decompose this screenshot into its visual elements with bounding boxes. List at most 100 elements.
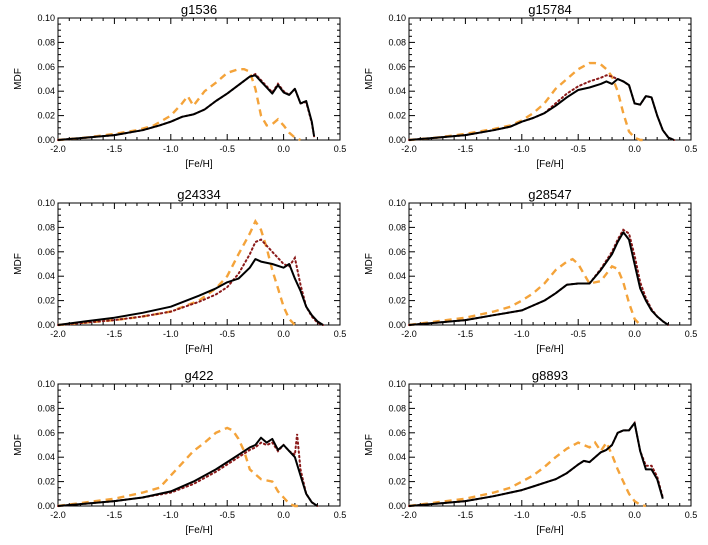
x-tick-label: -1.0 <box>163 144 179 154</box>
y-tick-label: 0.10 <box>388 379 406 389</box>
x-tick-label: -1.5 <box>107 510 123 520</box>
panel-title: g422 <box>185 368 214 383</box>
y-tick-label: 0.00 <box>388 135 406 145</box>
y-tick-label: 0.06 <box>37 428 55 438</box>
x-tick-label: 0.5 <box>685 144 698 154</box>
panel-title: g28547 <box>528 187 571 202</box>
x-tick-label: -1.5 <box>107 144 123 154</box>
x-tick-label: 0.0 <box>277 510 290 520</box>
x-tick-label: -1.5 <box>107 329 123 339</box>
series-line-dashed <box>57 426 301 508</box>
x-tick-label: -1.5 <box>458 144 474 154</box>
x-tick-label: -1.0 <box>514 329 530 339</box>
x-tick-label: -0.5 <box>219 510 235 520</box>
series-line-dotted <box>408 420 664 507</box>
x-tick-label: -2.0 <box>401 329 417 339</box>
series-line-solid <box>57 258 324 326</box>
chart-panel-5: g422 -2.0 -1.5 -1.0 -0.5 0.0 0.5 0.00 0.02 0.04 0.… <box>13 368 346 536</box>
series-line-solid <box>408 78 675 141</box>
x-tick-label: -1.0 <box>514 510 530 520</box>
x-tick-label: -2.0 <box>50 510 66 520</box>
y-tick-label: 0.08 <box>37 222 55 232</box>
y-tick-label: 0.08 <box>37 37 55 47</box>
plot-frame <box>57 202 341 326</box>
x-tick-label: -2.0 <box>50 329 66 339</box>
x-tick-label: 0.0 <box>277 144 290 154</box>
x-axis-label: [Fe/H] <box>536 525 563 536</box>
y-tick-label: 0.02 <box>37 111 55 121</box>
chart-panel-1: g1536 -2.0 -1.5 -1.0 -0.5 0.0 0.5 0.00 0.02 0.04 0… <box>13 2 346 170</box>
y-tick-label: 0.00 <box>37 135 55 145</box>
series-line-dashed <box>408 61 646 142</box>
y-tick-label: 0.02 <box>388 111 406 121</box>
x-axis-label: [Fe/H] <box>185 159 212 170</box>
x-tick-label: 0.5 <box>685 510 698 520</box>
x-axis-label: [Fe/H] <box>536 159 563 170</box>
x-tick-label: -0.5 <box>219 144 235 154</box>
series-line-dotted <box>57 72 316 141</box>
y-tick-label: 0.02 <box>388 477 406 487</box>
plot-frame <box>408 17 692 141</box>
y-tick-label: 0.08 <box>388 403 406 413</box>
y-tick-label: 0.06 <box>388 428 406 438</box>
x-tick-label: 0.0 <box>277 329 290 339</box>
series-line-dotted <box>57 433 319 507</box>
x-tick-label: 0.0 <box>628 510 641 520</box>
x-tick-label: -2.0 <box>401 144 417 154</box>
x-tick-label: 0.5 <box>334 510 347 520</box>
panel-title: g1536 <box>181 2 217 17</box>
y-tick-label: 0.00 <box>388 501 406 511</box>
x-axis-label: [Fe/H] <box>536 344 563 355</box>
y-tick-label: 0.08 <box>37 403 55 413</box>
x-tick-label: -1.0 <box>514 144 530 154</box>
x-tick-label: 0.0 <box>628 144 641 154</box>
x-tick-label: -0.5 <box>570 144 586 154</box>
x-tick-label: -2.0 <box>401 510 417 520</box>
x-tick-label: 0.0 <box>628 329 641 339</box>
y-tick-label: 0.06 <box>388 62 406 72</box>
x-tick-label: 0.5 <box>334 144 347 154</box>
y-tick-label: 0.10 <box>388 13 406 23</box>
y-axis-label: MDF <box>364 68 375 90</box>
y-tick-label: 0.06 <box>37 62 55 72</box>
series-line-solid <box>57 74 316 141</box>
series-line-solid <box>57 436 318 507</box>
series-line-dashed <box>408 257 642 327</box>
y-tick-label: 0.00 <box>388 320 406 330</box>
series-line-solid <box>408 422 664 507</box>
x-axis-label: [Fe/H] <box>185 344 212 355</box>
plot-frame <box>408 383 692 507</box>
x-tick-label: -1.0 <box>163 329 179 339</box>
chart-panel-3: g24334 -2.0 -1.5 -1.0 -0.5 0.0 0.5 0.00 0.02 0.04… <box>13 187 346 355</box>
x-tick-label: -1.5 <box>458 329 474 339</box>
x-axis-label: [Fe/H] <box>185 525 212 536</box>
x-tick-label: -1.5 <box>458 510 474 520</box>
panel-title: g24334 <box>177 187 220 202</box>
y-tick-label: 0.04 <box>37 86 55 96</box>
y-tick-label: 0.08 <box>388 222 406 232</box>
series-line-dotted <box>408 74 676 141</box>
x-tick-label: -2.0 <box>50 144 66 154</box>
y-axis-label: MDF <box>364 253 375 275</box>
y-tick-label: 0.04 <box>37 271 55 281</box>
y-tick-label: 0.02 <box>37 477 55 487</box>
series-line-dashed <box>57 67 301 142</box>
x-tick-label: -0.5 <box>570 510 586 520</box>
series-line-dotted <box>57 238 325 326</box>
y-tick-label: 0.10 <box>37 379 55 389</box>
y-tick-label: 0.04 <box>388 86 406 96</box>
x-tick-label: -0.5 <box>570 329 586 339</box>
y-tick-label: 0.08 <box>388 37 406 47</box>
x-tick-label: -0.5 <box>219 329 235 339</box>
y-axis-label: MDF <box>13 434 24 456</box>
y-tick-label: 0.10 <box>388 198 406 208</box>
series-line-dashed <box>57 218 296 327</box>
plot-frame <box>57 17 341 141</box>
chart-panel-6: g8893 -2.0 -1.5 -1.0 -0.5 0.0 0.5 0.00 0.02 0.04 0… <box>364 368 697 536</box>
series-line-solid <box>408 231 669 326</box>
chart-panel-4: g28547 -2.0 -1.5 -1.0 -0.5 0.0 0.5 0.00 0.02 0.04… <box>364 187 697 355</box>
y-tick-label: 0.02 <box>37 296 55 306</box>
panel-title: g15784 <box>528 2 571 17</box>
chart-panel-2: g15784 -2.0 -1.5 -1.0 -0.5 0.0 0.5 0.00 0.02 0.04… <box>364 2 697 170</box>
